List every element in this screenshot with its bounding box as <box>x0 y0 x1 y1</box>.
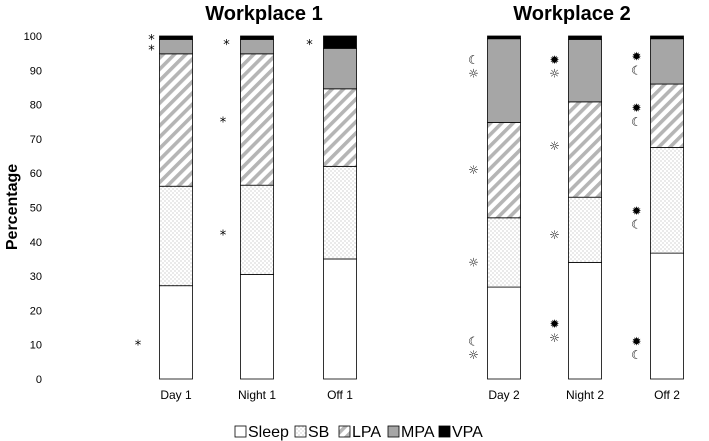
bar-segment-mpa-day-1 <box>159 39 193 55</box>
bar-segment-sb-off-2 <box>650 147 684 254</box>
legend-label-mpa: MPA <box>401 424 435 441</box>
annotation-marker: ☼ <box>468 255 479 269</box>
annotation-marker: ✹ <box>549 53 559 67</box>
annotation-marker: ☼ <box>468 348 479 362</box>
bar-segment-vpa-day-2 <box>487 35 521 40</box>
annotation-marker: ✹ <box>631 334 641 348</box>
annotation-marker: * <box>148 33 155 48</box>
bar-segment-sb-off-1 <box>323 165 357 260</box>
legend-label-vpa: VPA <box>452 424 483 441</box>
y-tick-label: 100 <box>24 31 42 43</box>
annotation-marker: ☼ <box>468 163 479 177</box>
bar-segment-lpa-night-1 <box>240 53 274 186</box>
y-tick-label: 50 <box>30 203 42 215</box>
category-label-day-1: Day 1 <box>160 388 192 402</box>
annotation-marker: * <box>223 38 230 53</box>
legend-swatch-lpa <box>338 425 351 438</box>
annotation-marker: ☾ <box>631 63 642 77</box>
annotation-marker: ☼ <box>549 139 560 153</box>
annotation-marker: * <box>148 43 155 58</box>
y-axis-label: Percentage <box>4 164 21 250</box>
category-label-day-2: Day 2 <box>488 388 520 402</box>
bar-segment-mpa-night-1 <box>240 39 274 55</box>
annotation-marker: ☾ <box>631 348 642 362</box>
annotation-marker: ☾ <box>631 218 642 232</box>
legend-swatch-sleep <box>234 425 247 438</box>
bar-segment-lpa-off-1 <box>323 88 357 167</box>
bar-segment-sleep-off-1 <box>323 258 357 380</box>
annotation-marker: ✹ <box>631 50 641 64</box>
y-tick-label: 80 <box>30 100 42 112</box>
annotation-marker: ☾ <box>468 53 479 67</box>
annotation-layer: ****** *☾☼☼☼☾☼✹☼☼☼✹☼✹☾✹☾✹☾✹☾ <box>135 33 642 362</box>
category-label-night-1: Night 1 <box>238 388 276 402</box>
y-tick-label: 90 <box>30 65 42 77</box>
annotation-marker: ☼ <box>549 331 560 345</box>
annotation-marker: ✹ <box>549 317 559 331</box>
legend: Sleep SB LPA MPA VPA <box>234 424 483 441</box>
bar-segment-mpa-off-2 <box>650 38 684 85</box>
bar-segment-mpa-day-2 <box>487 38 521 123</box>
legend-label-sleep: Sleep <box>248 424 289 441</box>
annotation-marker: ☾ <box>468 334 479 348</box>
y-tick-label: 70 <box>30 134 42 146</box>
bars-layer <box>159 35 684 380</box>
bar-segment-vpa-day-1 <box>159 35 193 40</box>
bar-segment-mpa-night-2 <box>568 39 602 103</box>
bar-segment-sleep-night-2 <box>568 261 602 380</box>
bar-segment-vpa-off-2 <box>650 35 684 40</box>
axis-layer: 0 10 20 30 40 50 60 70 80 90 100 <box>24 31 42 386</box>
category-label-night-2: Night 2 <box>566 388 604 402</box>
bar-segment-sb-day-1 <box>159 185 193 287</box>
annotation-marker: * <box>306 38 313 53</box>
bar-segment-vpa-off-1 <box>323 35 357 49</box>
bar-segment-lpa-off-2 <box>650 83 684 148</box>
annotation-marker: ☼ <box>468 67 479 81</box>
annotation-marker: ✹ <box>631 204 641 218</box>
bar-segment-sb-night-2 <box>568 196 602 263</box>
bar-segment-sleep-day-2 <box>487 286 521 380</box>
annotation-marker: ☼ <box>549 67 560 81</box>
bar-segment-mpa-off-1 <box>323 47 357 90</box>
y-tick-label: 30 <box>30 271 42 283</box>
panel-title-workplace-1: Workplace 1 <box>205 3 322 25</box>
bar-segment-lpa-night-2 <box>568 101 602 198</box>
category-label-off-1: Off 1 <box>327 388 353 402</box>
y-tick-label: 20 <box>30 305 42 317</box>
legend-label-lpa: LPA <box>352 424 381 441</box>
legend-label-sb: SB <box>308 424 329 441</box>
annotation-marker: * <box>220 229 227 244</box>
bar-segment-vpa-night-2 <box>568 35 602 40</box>
bar-segment-sleep-night-1 <box>240 273 274 380</box>
y-tick-label: 60 <box>30 168 42 180</box>
annotation-marker: ☼ <box>549 228 560 242</box>
annotation-marker: ✹ <box>631 101 641 115</box>
bar-segment-sb-night-1 <box>240 184 274 275</box>
category-label-off-2: Off 2 <box>654 388 680 402</box>
bar-segment-lpa-day-2 <box>487 122 521 219</box>
legend-swatch-mpa <box>387 425 400 438</box>
bar-segment-lpa-day-1 <box>159 53 193 187</box>
panel-title-workplace-2: Workplace 2 <box>513 3 630 25</box>
y-tick-label: 0 <box>36 374 42 386</box>
bar-segment-sleep-off-2 <box>650 252 684 380</box>
annotation-marker: * <box>220 115 227 130</box>
category-label-layer: Day 1 Night 1 Off 1 Day 2 Night 2 Off 2 <box>160 388 680 402</box>
y-tick-label: 10 <box>30 340 42 352</box>
legend-swatch-sb <box>294 425 307 438</box>
annotation-marker: ☾ <box>631 115 642 129</box>
annotation-marker: * <box>135 338 142 353</box>
bar-segment-sleep-day-1 <box>159 285 193 380</box>
legend-swatch-vpa <box>438 425 451 438</box>
bar-segment-sb-day-2 <box>487 217 521 288</box>
y-tick-label: 40 <box>30 237 42 249</box>
bar-segment-vpa-night-1 <box>240 35 274 40</box>
